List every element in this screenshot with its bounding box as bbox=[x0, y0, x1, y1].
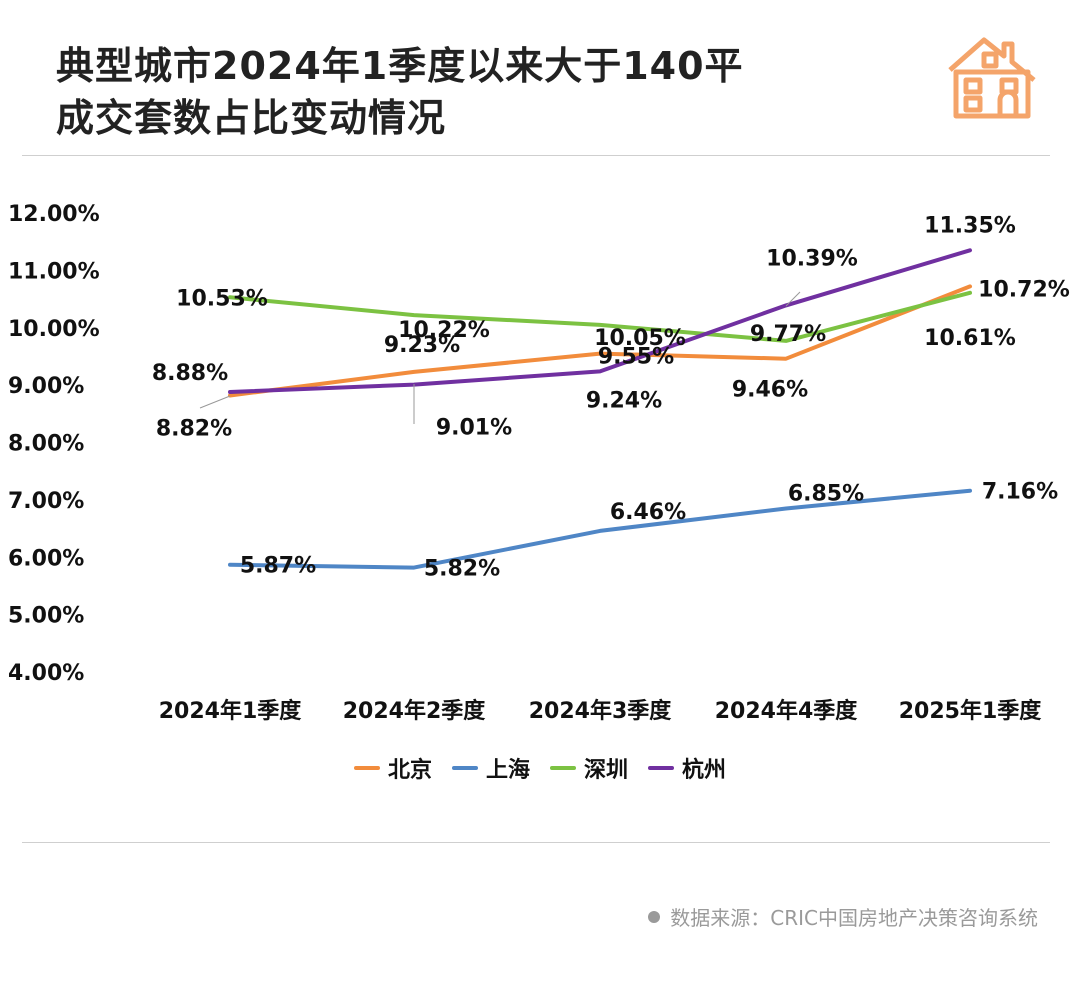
data-label: 9.24% bbox=[586, 388, 662, 413]
title-line-2: 成交套数占比变动情况 bbox=[56, 96, 447, 140]
data-label: 9.55% bbox=[598, 345, 674, 370]
x-tick-label: 2024年1季度 bbox=[159, 698, 303, 724]
page-title: 典型城市2024年1季度以来大于140平 成交套数占比变动情况 bbox=[56, 40, 744, 144]
y-tick-label: 6.00% bbox=[8, 546, 84, 571]
x-axis: 2024年1季度 2024年2季度 2024年3季度 2024年4季度 2025年1季度 bbox=[159, 698, 1043, 724]
legend-label: 深圳 bbox=[584, 758, 629, 783]
legend-swatch bbox=[550, 766, 576, 770]
data-label: 9.01% bbox=[436, 416, 512, 441]
x-tick-label: 2024年4季度 bbox=[715, 698, 859, 724]
series-line-0 bbox=[228, 284, 972, 398]
x-tick-label: 2025年1季度 bbox=[899, 698, 1043, 724]
data-label: 6.46% bbox=[610, 500, 686, 525]
legend-label: 北京 bbox=[387, 758, 432, 783]
house-icon bbox=[948, 37, 1036, 119]
data-label: 8.82% bbox=[156, 416, 232, 441]
data-label: 11.35% bbox=[924, 213, 1016, 238]
series-lines bbox=[228, 248, 972, 570]
data-label: 6.85% bbox=[788, 481, 864, 506]
x-tick-label: 2024年3季度 bbox=[529, 698, 673, 724]
legend-label: 杭州 bbox=[682, 758, 727, 783]
legend-swatch bbox=[451, 766, 478, 770]
y-tick-label: 8.00% bbox=[8, 432, 84, 457]
leader-line bbox=[199, 395, 231, 409]
y-axis: 12.00% 11.00% 10.00% 9.00% 8.00% 7.00% 6.00% 5.… bbox=[8, 202, 100, 686]
legend-label: 上海 bbox=[485, 758, 530, 783]
line-chart: 12.00% 11.00% 10.00% 9.00% 8.00% 7.00% 6.00% 5.… bbox=[8, 202, 1070, 724]
title-line-1: 典型城市2024年1季度以来大于140平 bbox=[56, 44, 744, 88]
y-tick-label: 9.00% bbox=[8, 374, 84, 399]
data-label: 7.16% bbox=[982, 480, 1058, 505]
data-labels: 8.82% 9.23% 9.55% 9.46% 10.72% 5.87% 5.82% 6.46… bbox=[152, 213, 1070, 581]
y-tick-label: 7.00% bbox=[8, 489, 84, 514]
data-label: 9.23% bbox=[384, 333, 460, 358]
leader-line bbox=[785, 291, 801, 307]
data-label: 10.61% bbox=[924, 326, 1016, 351]
data-label: 10.72% bbox=[978, 277, 1070, 302]
legend-swatch bbox=[648, 766, 675, 770]
legend-item: 北京 bbox=[353, 752, 432, 784]
data-label: 5.82% bbox=[424, 557, 500, 582]
header-divider bbox=[22, 155, 1050, 156]
data-label: 10.05% bbox=[594, 326, 686, 351]
data-label: 9.77% bbox=[750, 322, 826, 347]
legend-item: 深圳 bbox=[550, 752, 628, 784]
chart-legend: 北京 上海 深圳 杭州 bbox=[0, 752, 1080, 784]
series-line-2 bbox=[228, 290, 972, 343]
data-label: 9.46% bbox=[732, 378, 808, 403]
y-tick-label: 12.00% bbox=[8, 202, 100, 227]
bullet-icon bbox=[648, 910, 661, 923]
legend-item: 杭州 bbox=[648, 752, 726, 784]
data-label: 10.22% bbox=[398, 318, 490, 343]
series-line-3 bbox=[228, 248, 972, 394]
y-tick-label: 11.00% bbox=[8, 259, 100, 284]
y-tick-label: 10.00% bbox=[8, 317, 100, 342]
y-tick-label: 4.00% bbox=[8, 661, 84, 686]
data-label: 5.87% bbox=[240, 554, 316, 579]
legend-swatch bbox=[353, 766, 380, 770]
x-tick-label: 2024年2季度 bbox=[343, 698, 487, 724]
data-label: 10.39% bbox=[766, 246, 858, 271]
data-label: 10.53% bbox=[176, 286, 268, 311]
y-tick-label: 5.00% bbox=[8, 604, 84, 629]
data-label: 8.88% bbox=[152, 361, 228, 386]
data-source: 数据来源：CRIC中国房地产决策咨询系统 bbox=[648, 902, 1038, 931]
source-text: 数据来源：CRIC中国房地产决策咨询系统 bbox=[670, 906, 1038, 930]
footer-divider bbox=[22, 842, 1050, 843]
series-line-1 bbox=[228, 488, 972, 570]
legend-item: 上海 bbox=[451, 752, 530, 784]
